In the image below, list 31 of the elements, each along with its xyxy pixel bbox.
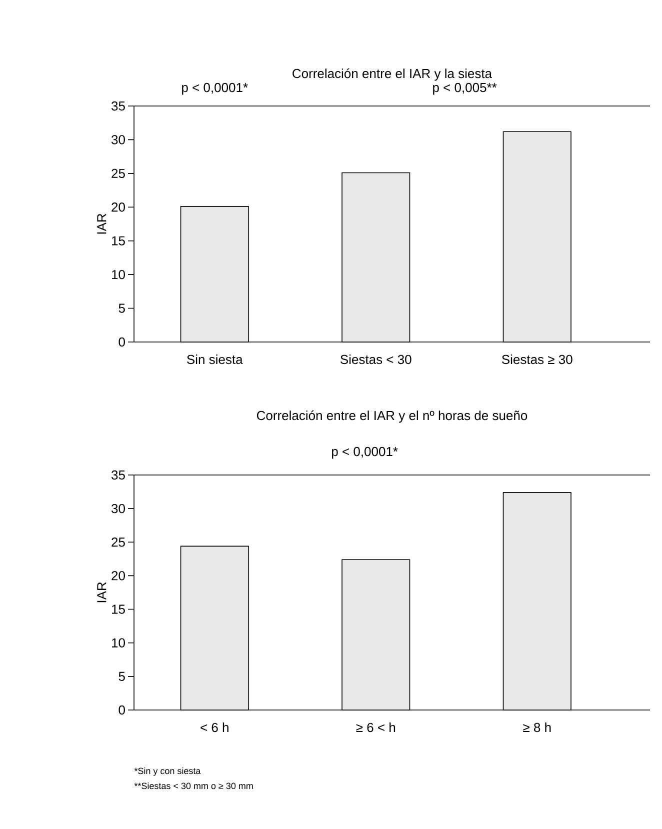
y-tick-label: 5 bbox=[118, 304, 125, 313]
y-tick-label: 0 bbox=[118, 705, 125, 715]
y-tick-label: 35 bbox=[112, 470, 125, 480]
text: **Siestas < 30 mm o ≥ 30 mm bbox=[134, 782, 253, 790]
y-tick-label: 35 bbox=[112, 101, 125, 111]
y-tick-label: 15 bbox=[112, 604, 125, 614]
y-tick-label: 0 bbox=[118, 337, 125, 347]
y-tick-label: 30 bbox=[112, 504, 125, 514]
y-tick-label: 30 bbox=[112, 135, 125, 144]
y-tick-label: 10 bbox=[112, 638, 125, 648]
chart-title: Correlación entre el IAR y la siesta bbox=[292, 68, 492, 81]
chart-title: Correlación entre el IAR y el nº horas de sueño bbox=[256, 410, 528, 423]
y-axis-title: IAR bbox=[97, 214, 106, 234]
x-tick-label: Siestas ≥ 30 bbox=[502, 354, 572, 364]
text: *Sin y con siesta bbox=[134, 767, 201, 776]
x-tick-label: ≥ 6 < h bbox=[356, 722, 396, 732]
x-tick-label: Siestas < 30 bbox=[340, 354, 412, 364]
text: p < 0,0001* bbox=[182, 82, 248, 95]
text: p < 0,0001* bbox=[332, 446, 398, 459]
y-axis-title: IAR bbox=[97, 582, 106, 602]
y-tick-label: 25 bbox=[112, 538, 125, 547]
text: p < 0,005** bbox=[433, 82, 497, 95]
x-tick-label: Sin siesta bbox=[187, 354, 243, 364]
y-tick-label: 15 bbox=[112, 236, 125, 246]
x-tick-label: < 6 h bbox=[200, 722, 228, 732]
y-tick-label: 20 bbox=[112, 571, 125, 580]
y-tick-label: 10 bbox=[112, 270, 125, 280]
y-tick-label: 25 bbox=[112, 168, 125, 178]
y-tick-label: 20 bbox=[112, 202, 125, 212]
x-tick-label: ≥ 8 h bbox=[523, 722, 551, 732]
y-tick-label: 5 bbox=[118, 672, 125, 681]
